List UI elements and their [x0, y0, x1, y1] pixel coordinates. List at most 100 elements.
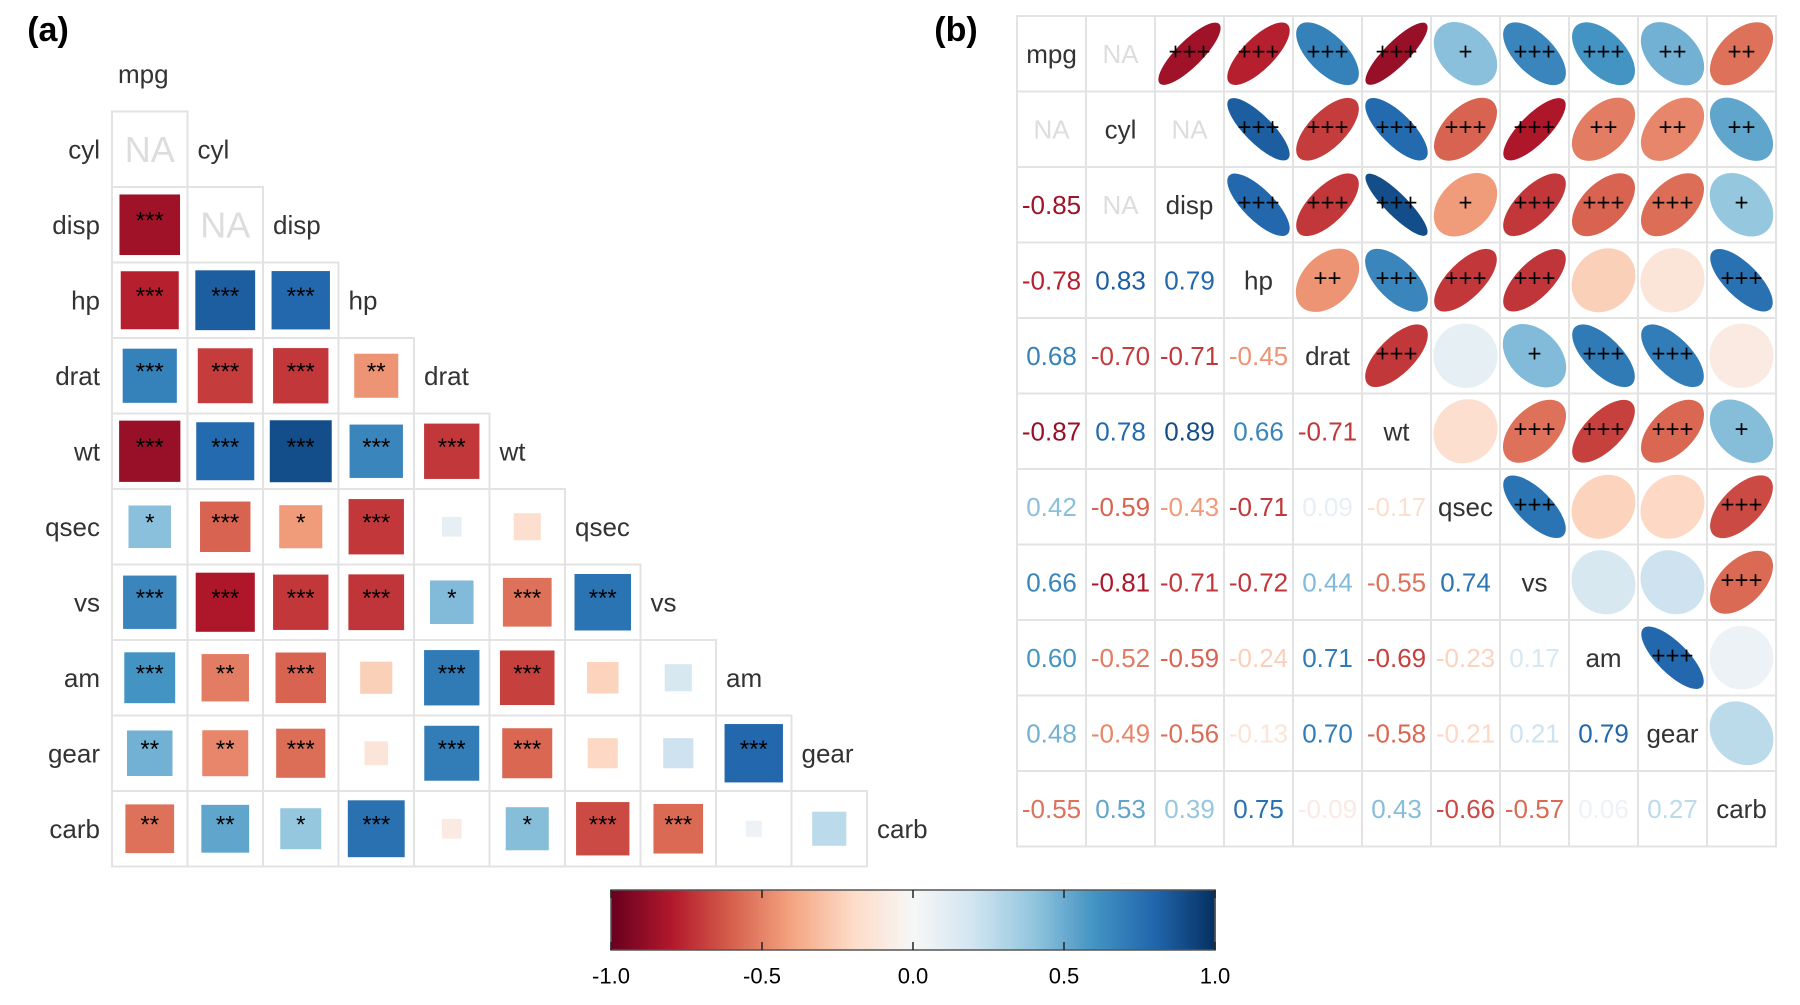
corr-ellipse-b [1709, 625, 1774, 690]
row-label-a: hp [71, 285, 100, 315]
colorbar-segment [894, 890, 899, 950]
colorbar-segment [710, 890, 715, 950]
colorbar-segment [674, 890, 679, 950]
colorbar-segment [900, 890, 905, 950]
corr-number-b: -0.21 [1436, 718, 1495, 748]
significance-plus-b: ++ [1658, 114, 1686, 141]
colorbar-segment [897, 890, 902, 950]
colorbar-segment [819, 890, 824, 950]
colorbar-segment [1106, 890, 1111, 950]
colorbar-segment [783, 890, 787, 950]
significance-stars-a: *** [211, 585, 239, 612]
colorbar-segment [1178, 890, 1183, 950]
significance-plus-b: + [1458, 189, 1472, 216]
colorbar-segment [1094, 890, 1099, 950]
colorbar-segment [1073, 890, 1077, 950]
row-label-a: gear [48, 738, 100, 768]
colorbar-segment [647, 890, 652, 950]
corr-square-a [360, 661, 393, 694]
significance-plus-b: +++ [1375, 38, 1417, 65]
significance-stars-a: ** [367, 358, 386, 385]
colorbar-segment [1148, 890, 1153, 950]
corr-ellipse-b [1502, 324, 1567, 388]
significance-stars-a: ** [216, 736, 235, 763]
corr-number-b: 0.21 [1509, 718, 1560, 748]
corr-number-b: 0.78 [1095, 416, 1146, 446]
colorbar-segment [1088, 890, 1092, 950]
colorbar-segment [665, 890, 670, 950]
panel-a: (a) cyl disp hp drat wt qsec vs am gear carb mpg cyl… [27, 11, 928, 868]
corr-square-a [653, 803, 704, 854]
significance-stars-a: *** [362, 811, 390, 838]
colorbar-segment [749, 890, 754, 950]
colorbar-segment [765, 890, 769, 950]
colorbar-segment [1115, 890, 1120, 950]
significance-plus-b: +++ [1513, 189, 1555, 216]
significance-plus-b: +++ [1651, 189, 1693, 216]
significance-stars-a: *** [513, 585, 541, 612]
diagonal-label-a: drat [424, 361, 470, 391]
corr-ellipse-b [1433, 22, 1498, 86]
corr-number-b: 0.42 [1026, 492, 1077, 522]
colorbar-segment [834, 890, 839, 950]
corr-number-b: 0.53 [1095, 794, 1146, 824]
colorbar-segment [973, 890, 978, 950]
colorbar-segment [722, 890, 727, 950]
corr-square-a [587, 738, 618, 769]
corr-ellipse-b [1641, 626, 1704, 689]
corr-number-b: -0.72 [1229, 567, 1288, 597]
colorbar-segment [891, 890, 896, 950]
colorbar-segment [846, 890, 851, 950]
significance-plus-b: + [1734, 189, 1748, 216]
colorbar-segment [762, 890, 766, 950]
diagonal-label-b: carb [1716, 794, 1767, 824]
colorbar-segment [716, 890, 721, 950]
significance-plus-b: ++ [1727, 38, 1755, 65]
colorbar-segment [985, 890, 990, 950]
colorbar-segment [1057, 890, 1062, 950]
colorbar-segment [695, 890, 700, 950]
significance-plus-b: +++ [1582, 340, 1624, 367]
corr-number-b: -0.58 [1367, 718, 1426, 748]
colorbar-segment [1121, 890, 1126, 950]
colorbar-segment [683, 890, 688, 950]
colorbar-segment [952, 890, 957, 950]
colorbar-segment [1127, 890, 1132, 950]
corr-square-a [128, 505, 172, 549]
significance-plus-b: +++ [1375, 114, 1417, 141]
colorbar-segment [725, 890, 730, 950]
corr-ellipse-b [1710, 475, 1773, 539]
colorbar-segment [967, 890, 972, 950]
corr-number-b: 0.75 [1233, 794, 1284, 824]
corr-square-a [124, 652, 176, 704]
na-label-b: NA [1171, 114, 1208, 144]
colorbar-segment [867, 890, 872, 950]
colorbar-segment [771, 890, 775, 950]
corr-square-a [663, 738, 694, 769]
significance-plus-b: +++ [1306, 38, 1348, 65]
corr-number-b: -0.13 [1229, 718, 1288, 748]
corr-square-a [119, 420, 181, 482]
corr-ellipse-b [1503, 98, 1566, 161]
colorbar-segment [828, 890, 833, 950]
colorbar-segment [707, 890, 712, 950]
colorbar-segment [1133, 890, 1138, 950]
diagonal-label-b: qsec [1438, 492, 1493, 522]
colorbar-segment [740, 890, 745, 950]
corr-number-b: 0.83 [1095, 265, 1146, 295]
diagonal-label-b: mpg [1026, 39, 1077, 69]
colorbar-segment [873, 890, 878, 950]
significance-plus-b: +++ [1651, 416, 1693, 443]
corr-ellipse-b [1227, 173, 1290, 236]
colorbar-segment [916, 890, 920, 950]
colorbar-segment [906, 890, 911, 950]
corr-number-b: -0.81 [1091, 567, 1150, 597]
colorbar-segment [909, 890, 914, 950]
colorbar-segment [746, 890, 751, 950]
colorbar-segment [1205, 890, 1210, 950]
colorbar-segment [1039, 890, 1044, 950]
na-label-b: NA [1102, 39, 1139, 69]
diagonal-label-b: disp [1166, 190, 1214, 220]
colorbar-segment [1021, 890, 1026, 950]
colorbar-segment [1070, 890, 1074, 950]
